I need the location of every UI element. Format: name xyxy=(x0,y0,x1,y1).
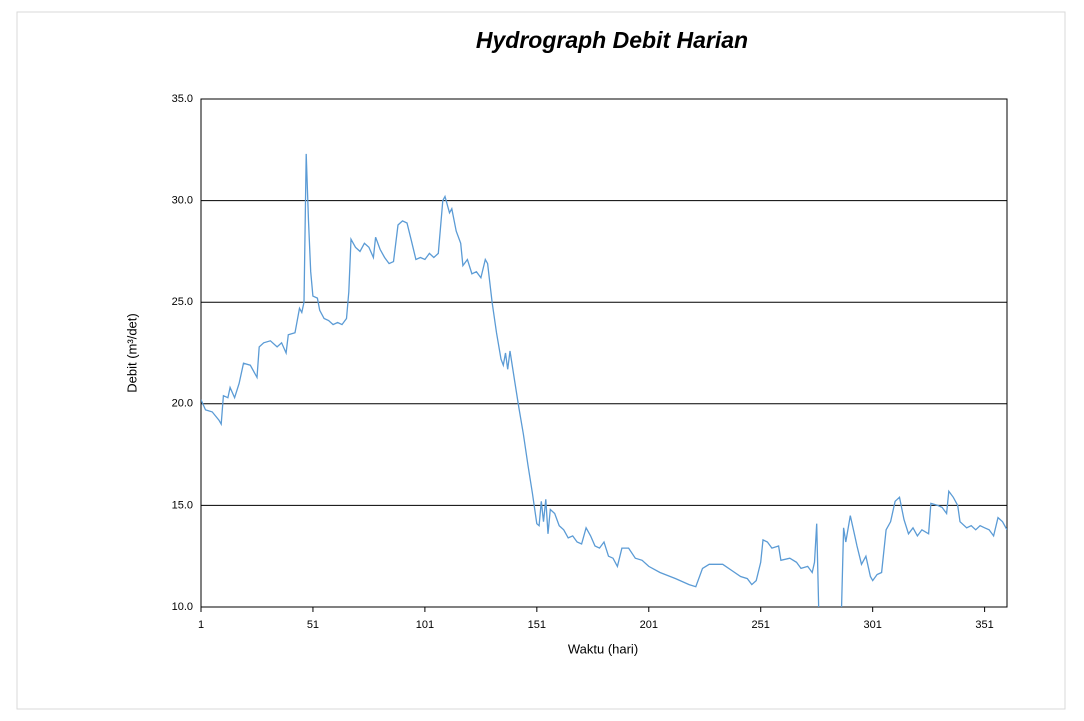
y-tick-label: 20.0 xyxy=(172,398,193,410)
y-tick-label: 25.0 xyxy=(172,296,193,308)
x-tick-label: 251 xyxy=(752,619,770,631)
data-line xyxy=(201,153,1007,607)
x-tick-label: 201 xyxy=(640,619,658,631)
x-axis-title: Waktu (hari) xyxy=(568,641,638,656)
x-tick-label: 351 xyxy=(975,619,993,631)
y-tick-label: 30.0 xyxy=(172,195,193,207)
y-tick-label: 35.0 xyxy=(172,93,193,105)
y-axis-title: Debit (m³/det) xyxy=(124,313,139,392)
chart-title: Hydrograph Debit Harian xyxy=(476,27,748,53)
x-tick-label: 51 xyxy=(307,619,319,631)
y-tick-label: 10.0 xyxy=(172,601,193,613)
plot-frame xyxy=(200,98,1008,608)
x-tick-label: 101 xyxy=(416,619,434,631)
chart-border xyxy=(16,11,1066,710)
x-tick-label: 151 xyxy=(528,619,546,631)
x-tick-label: 301 xyxy=(863,619,881,631)
y-tick-label: 15.0 xyxy=(172,499,193,511)
x-tick-label: 1 xyxy=(198,619,204,631)
plot-area xyxy=(201,153,1007,607)
